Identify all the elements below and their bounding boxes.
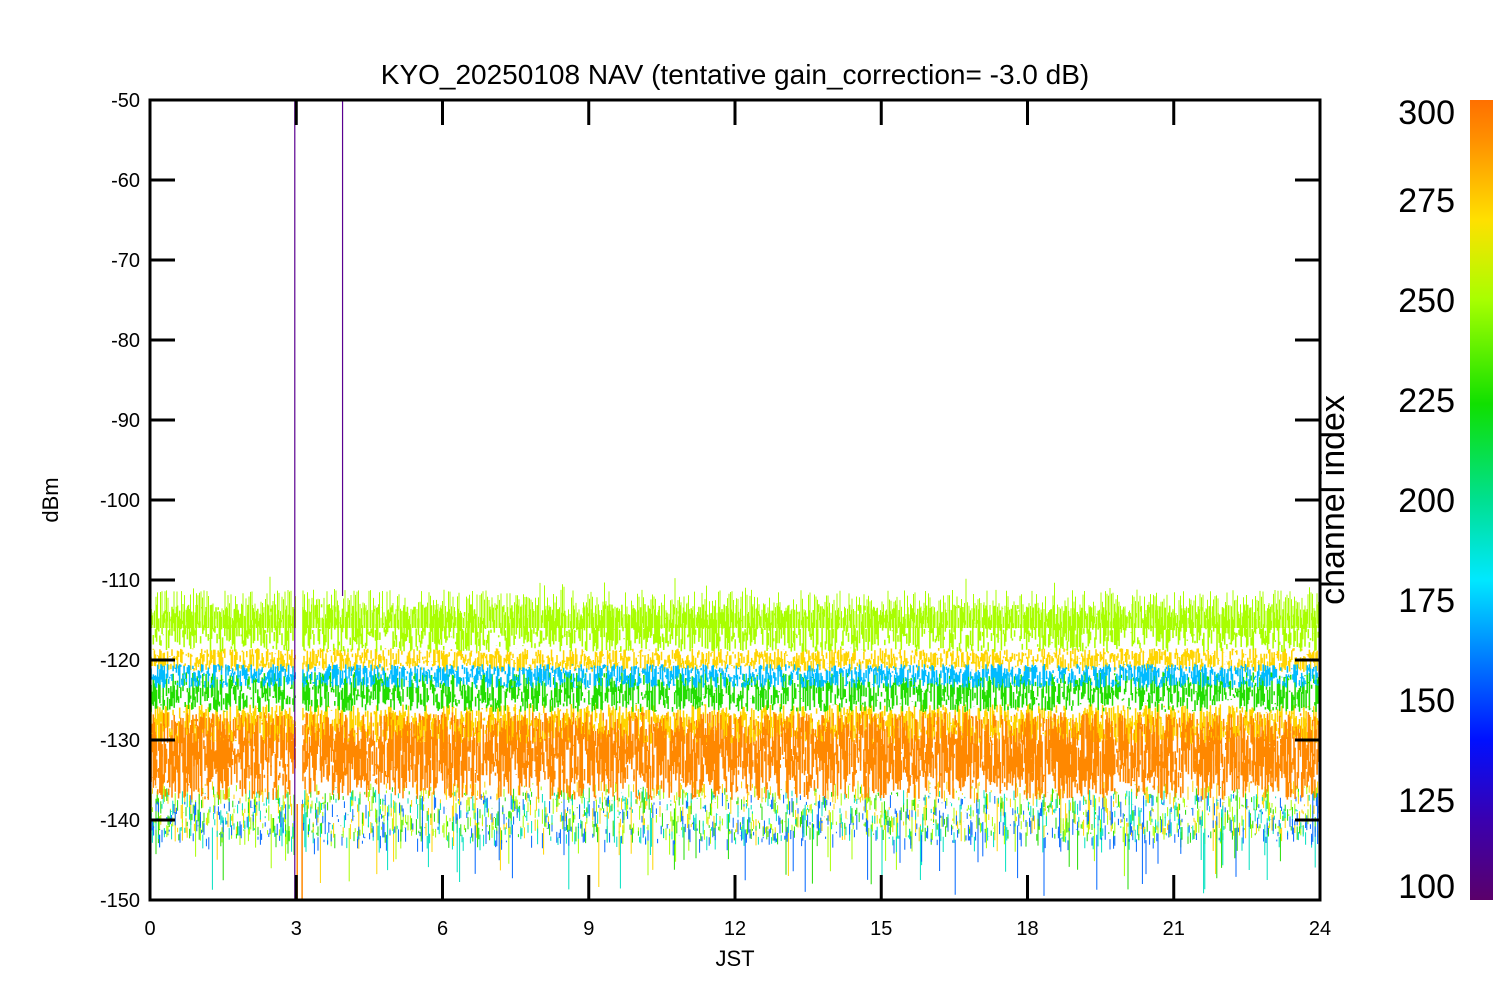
y-tick-label: -120 [100,650,140,672]
x-tick-label: 18 [1016,918,1038,940]
series-ch275-1 [150,704,1320,744]
colorbar-tick-label: 100 [1398,868,1455,906]
x-tick-label: 6 [437,918,448,940]
plot-data [150,576,1320,896]
y-tick-label: -110 [101,570,140,592]
series-ch165-5 [150,664,1320,688]
series-ch290-6 [150,712,1320,784]
gap-fill [296,592,303,900]
y-tick-label: -150 [100,890,140,912]
x-tick-label: 15 [870,918,892,940]
colorbar-label: channel index [1314,395,1352,605]
series-ch290-6-trace [150,712,1320,784]
data-gap [296,592,303,900]
x-tick-label: 0 [144,918,155,940]
series-lower-fringe [150,780,1320,896]
y-tick-label: -140 [100,810,140,832]
y-tick-label: -60 [111,170,140,192]
colorbar-tick-label: 175 [1398,582,1455,620]
colorbar-tick-label: 250 [1398,282,1455,320]
x-tick-label: 24 [1309,918,1331,940]
x-tick-label: 21 [1163,918,1185,940]
y-tick-label: -70 [111,250,140,272]
colorbar-ticks: 300 275 250 225 200 175 150 125 100 [1398,94,1455,906]
x-tick-label: 12 [724,918,746,940]
chart-title: KYO_20250108 NAV (tentative gain_correct… [381,59,1089,90]
upper-fringe-trace [150,576,1320,628]
x-tick-label: 3 [291,918,302,940]
y-tick-label: -80 [111,330,140,352]
y-tick-label: -90 [111,410,140,432]
colorbar-tick-label: 125 [1398,782,1455,820]
x-axis-label: JST [715,946,754,971]
colorbar-tick-label: 300 [1398,94,1455,132]
colorbar-tick-label: 150 [1398,682,1455,720]
x-tick-label: 9 [583,918,594,940]
fringe-trace-4 [150,792,1320,896]
axis-tick-labels: 0 3 6 9 12 15 18 21 24 -50 -60 -70 -80 -90 -100 -110 -12… [100,90,1331,940]
y-tick-label: -100 [100,490,140,512]
colorbar-tick-label: 225 [1398,382,1455,420]
series-ch275-1-trace [150,704,1320,744]
series-ch165-5-trace [150,664,1320,688]
series-upper-fringe [150,576,1320,628]
colorbar [1470,100,1493,900]
axis-ticks [148,98,1322,902]
colorbar-tick-label: 275 [1398,182,1455,220]
y-tick-label: -130 [100,730,140,752]
y-axis-label: dBm [38,477,63,522]
y-tick-label: -50 [111,90,140,112]
colorbar-tick-label: 200 [1398,482,1455,520]
fringe-trace-2 [150,786,1317,890]
